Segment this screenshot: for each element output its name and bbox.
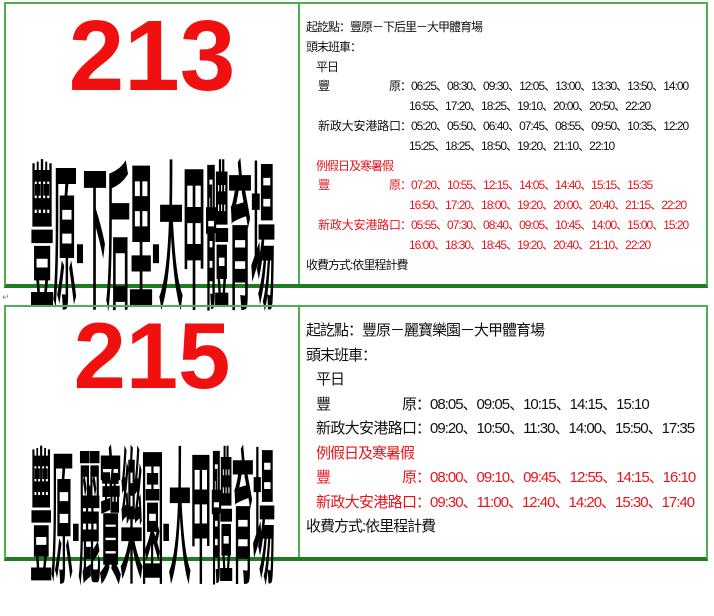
time-line: ：08:05、09:05、10:15、14:15、15:10	[416, 395, 650, 413]
weekday-section: 平日豐原 ：06:25、08:30、09:30、12:05、13:00、13:30…	[306, 58, 706, 157]
schedule: 起訖點：豐原－下后里－大甲體育場 頭末班車： 平日 豐原 ：06:25、08:30、09…	[300, 4, 706, 284]
schedule: 起訖點：豐原－麗寶樂園－大甲體育場 頭末班車： 平日 豐原 ：08:05、09:05、1…	[300, 307, 706, 557]
origin-destination: 起訖點：豐原－下后里－大甲體育場	[306, 20, 483, 34]
holiday-label: 例假日及寒暑假	[316, 158, 394, 173]
route-215-panel: 215 豐原-麗寶樂園-大甲體育場 起訖點：豐原－麗寶樂園－大甲體育場 頭末班車： 平日…	[4, 303, 708, 603]
time-line: ：08:00、09:10、09:45、12:55、14:15、16:10	[416, 469, 696, 486]
schedule-row: 豐原 ：06:25、08:30、09:30、12:05、13:00、13:30、1…	[306, 77, 706, 117]
stop-name: 新政大安港路口	[316, 420, 417, 437]
departure-times: ：05:55、07:30、08:40、09:05、10:45、14:00、15:…	[400, 216, 689, 256]
time-line: ：07:20、10:55、12:15、14:05、14:40、15:15、15:…	[400, 178, 653, 193]
first-last-bus-label: 頭末班車：	[306, 39, 362, 54]
time-line: ：09:20、10:50、11:30、14:00、15:50、17:35	[416, 420, 695, 437]
schedule-row: 豐原 ：08:00、09:10、09:45、12:55、14:15、16:10	[306, 466, 706, 491]
time-line: ：05:55、07:30、08:40、09:05、10:45、14:00、15:…	[400, 217, 689, 232]
origin-destination: 起訖點：豐原－麗寶樂園－大甲體育場	[306, 322, 545, 339]
stop-name: 豐原	[316, 469, 417, 486]
schedule-row: 豐原 ：07:20、10:55、12:15、14:05、14:40、15:15、1…	[306, 176, 706, 216]
departure-times: ：09:20、10:50、11:30、14:00、15:50、17:35	[416, 417, 695, 442]
departure-times: ：09:30、11:00、12:40、14:20、15:30、17:40	[416, 491, 695, 516]
holiday-section: 例假日及寒暑假 豐原 ：08:00、09:10、09:45、12:55、14:15、…	[306, 442, 706, 516]
fare-method: 收費方式:依里程計費	[306, 518, 436, 535]
fare-method: 收費方式:依里程計費	[306, 257, 408, 272]
time-line: 16:55、17:20、18:25、19:10、20:00、20:50、22:2…	[409, 99, 651, 114]
route-name: 豐原-麗寶樂園-大甲體育場	[30, 438, 275, 603]
first-last-bus-label: 頭末班車：	[306, 346, 377, 364]
departure-times: ：08:00、09:10、09:45、12:55、14:15、16:10	[416, 466, 696, 491]
stop-name: 豐原	[318, 178, 401, 193]
weekday-section: 平日 豐原 ：08:05、09:05、10:15、14:15、15:10 新政大安港路…	[306, 368, 706, 442]
departure-times: ：07:20、10:55、12:15、14:05、14:40、15:15、15:…	[400, 176, 687, 216]
stop-name: 新政大安港路口	[316, 493, 417, 511]
time-line: ：05:20、05:50、06:40、07:45、08:55、09:50、10:…	[400, 118, 689, 133]
route-213-panel: 213 豐原-下后里-大甲體育場 起訖點：豐原－下后里－大甲體育場 頭末班車： 平日豐原…	[4, 0, 708, 334]
time-line: 16:00、18:30、18:45、19:20、20:40、21:10、22:2…	[409, 237, 651, 252]
route-sign: 213 豐原-下后里-大甲體育場	[6, 0, 300, 334]
schedule-row: 新政大安港路口 ：09:30、11:00、12:40、14:20、15:30、17…	[306, 491, 706, 516]
weekday-label: 平日	[316, 59, 339, 74]
schedule-row: 新政大安港路口 ：09:20、10:50、11:30、14:00、15:50、17…	[306, 417, 706, 442]
holiday-section: 例假日及寒暑假 豐原 ：07:20、10:55、12:15、14:05、14:40、…	[306, 157, 706, 256]
route-name: 豐原-下后里-大甲體育場	[30, 156, 275, 335]
departure-times: ：08:05、09:05、10:15、14:15、15:10	[416, 393, 650, 418]
route-sign: 215 豐原-麗寶樂園-大甲體育場	[6, 303, 300, 603]
stop-name: 豐原	[316, 395, 417, 413]
time-line: 15:25、18:25、18:50、19:20、21:10、22:10	[409, 138, 615, 153]
departure-times: ：05:20、05:50、06:40、07:45、08:55、09:50、10:…	[400, 117, 689, 157]
time-line: 16:50、17:20、18:00、19:20、20:00、20:40、21:1…	[409, 198, 687, 213]
departure-times: ：06:25、08:30、09:30、12:05、13:00、13:30、13:…	[400, 77, 689, 117]
route-number: 213	[68, 0, 236, 112]
paragraph-mark: ↵	[2, 292, 10, 302]
stop-name: 新政大安港路口	[318, 217, 401, 232]
schedule-row: 新政大安港路口 ：05:55、07:30、08:40、09:05、10:45、14…	[306, 216, 706, 256]
holiday-label: 例假日及寒暑假	[316, 444, 415, 462]
route-number: 215	[73, 303, 231, 408]
time-line: ：06:25、08:30、09:30、12:05、13:00、13:30、13:…	[400, 79, 689, 94]
weekday-label: 平日	[316, 371, 345, 388]
schedule-row: 新政大安港路口 ：05:20、05:50、06:40、07:45、08:55、09…	[306, 117, 706, 157]
stop-name: 豐原	[318, 79, 401, 94]
time-line: ：09:30、11:00、12:40、14:20、15:30、17:40	[416, 493, 695, 511]
stop-name: 新政大安港路口	[318, 118, 401, 133]
schedule-row: 豐原 ：08:05、09:05、10:15、14:15、15:10	[306, 393, 706, 418]
